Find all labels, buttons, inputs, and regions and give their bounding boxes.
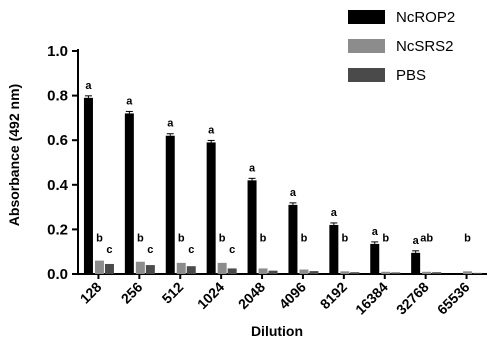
- significance-letter: a: [331, 207, 338, 219]
- significance-letter: b: [96, 233, 103, 245]
- significance-letter: b: [382, 233, 389, 245]
- significance-letter: b: [219, 233, 226, 245]
- significance-letter: b: [464, 233, 471, 245]
- bar-ncsrs2: [381, 271, 391, 274]
- legend-label: PBS: [396, 67, 426, 84]
- significance-letter: a: [126, 95, 133, 107]
- x-tick-label: 1024: [194, 279, 227, 312]
- bar-ncrop2: [411, 252, 421, 274]
- bar-pbs: [473, 272, 483, 274]
- legend-label: NcSRS2: [396, 38, 454, 55]
- x-tick-label: 32768: [393, 279, 432, 318]
- significance-letter: c: [188, 244, 194, 256]
- x-tick-label: 8192: [317, 279, 350, 312]
- bar-ncsrs2: [258, 268, 268, 274]
- bar-ncrop2: [124, 113, 134, 274]
- significance-letter: b: [301, 233, 308, 245]
- significance-letter: a: [85, 80, 92, 92]
- bar-ncsrs2: [463, 271, 473, 274]
- bar-ncsrs2: [217, 262, 227, 274]
- significance-letter: c: [106, 244, 112, 256]
- y-tick-label: 0.0: [47, 266, 68, 283]
- significance-letter: b: [137, 233, 144, 245]
- bar-pbs: [309, 271, 319, 274]
- bar-ncsrs2: [94, 260, 104, 274]
- significance-letter: a: [167, 118, 174, 130]
- legend-label: NcROP2: [396, 9, 455, 26]
- x-tick-label: 2048: [235, 279, 268, 312]
- bar-ncrop2: [329, 224, 339, 274]
- x-tick-label: 4096: [276, 279, 309, 312]
- legend-swatch-pbs: [348, 68, 385, 82]
- y-axis: 0.0 0.2 0.4 0.6 0.8 1.0: [47, 43, 79, 283]
- bar-pbs: [432, 272, 442, 274]
- bar-ncrop2: [83, 97, 93, 274]
- bar-ncrop2: [288, 204, 298, 274]
- bar-pbs: [145, 265, 155, 274]
- bar-pbs: [391, 272, 401, 274]
- bar-ncrop2: [165, 135, 175, 274]
- legend-swatch-ncrop2: [348, 10, 385, 24]
- bar-ncsrs2: [176, 262, 186, 274]
- y-tick-label: 0.8: [47, 88, 68, 105]
- y-tick-label: 1.0: [47, 43, 68, 60]
- bar-pbs: [350, 272, 360, 274]
- x-axis: 128 256 512 1024 2048 4096 8192 16384 32768 65536: [77, 273, 487, 318]
- bar-pbs: [104, 263, 114, 274]
- y-tick-label: 0.6: [47, 132, 68, 149]
- significance-letter: ab: [420, 233, 433, 245]
- significance-letter: c: [147, 244, 153, 256]
- significance-letter: a: [249, 162, 256, 174]
- bar-ncrop2: [247, 180, 257, 274]
- x-tick-label: 512: [159, 279, 187, 307]
- bar-pbs: [268, 270, 278, 274]
- x-tick-label: 65536: [434, 279, 473, 318]
- bar-pbs: [227, 268, 237, 274]
- y-tick-label: 0.4: [47, 177, 69, 194]
- significance-letter: a: [290, 187, 297, 199]
- significance-letter: b: [260, 233, 267, 245]
- bar-ncsrs2: [135, 261, 145, 274]
- x-axis-label: Dilution: [251, 323, 303, 339]
- bars: [83, 95, 483, 274]
- bar-ncsrs2: [299, 269, 309, 274]
- bar-ncsrs2: [422, 271, 432, 274]
- bar-pbs: [186, 266, 196, 274]
- legend-swatch-ncsrs2: [348, 39, 385, 53]
- legend: NcROP2 NcSRS2 PBS: [348, 9, 455, 84]
- significance-letter: c: [229, 244, 235, 256]
- x-tick-label: 16384: [352, 279, 391, 318]
- x-tick-label: 128: [77, 279, 105, 307]
- bar-ncrop2: [370, 243, 380, 274]
- y-axis-label: Absorbance (492 nm): [6, 84, 22, 226]
- significance-letter: a: [372, 226, 379, 238]
- significance-letter: a: [413, 235, 420, 247]
- y-tick-label: 0.2: [47, 221, 68, 238]
- significance-letter: b: [178, 233, 185, 245]
- significance-letter: b: [341, 233, 348, 245]
- significance-letter: a: [208, 124, 215, 136]
- bar-ncsrs2: [340, 271, 350, 274]
- bar-ncrop2: [206, 142, 216, 274]
- x-tick-label: 256: [118, 279, 146, 307]
